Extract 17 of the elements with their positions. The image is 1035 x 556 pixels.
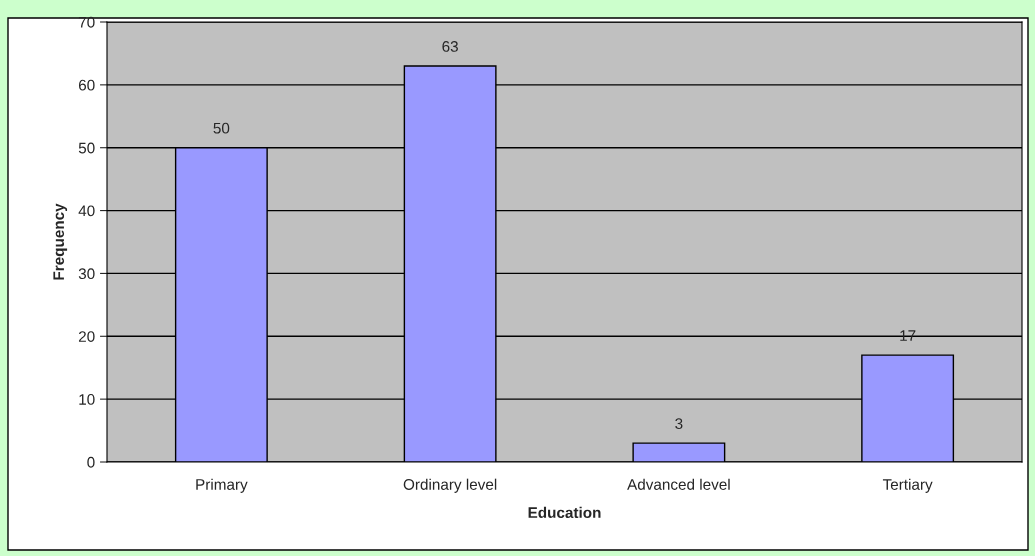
- y-tick-label: 10: [79, 394, 95, 405]
- y-tick-label: 20: [78, 331, 95, 342]
- data-label: 3: [675, 418, 683, 430]
- x-axis-title: Education: [528, 506, 601, 519]
- y-tick-label: 40: [78, 205, 95, 217]
- x-tick-label: Primary: [196, 478, 248, 493]
- data-label: 63: [442, 41, 458, 52]
- y-tick-label: 30: [78, 268, 95, 280]
- x-tick-label: Advanced level: [627, 478, 730, 490]
- x-tick-label: Tertiary: [882, 478, 933, 493]
- y-tick-label: 0: [87, 456, 95, 468]
- y-axis-title: Frequency: [53, 203, 68, 280]
- x-tick-label: Ordinary level: [403, 478, 497, 493]
- y-tick-label: 50: [78, 142, 95, 154]
- y-tick-label: 70: [78, 16, 95, 28]
- y-tick-label: 60: [78, 79, 95, 91]
- data-label: 50: [213, 122, 230, 134]
